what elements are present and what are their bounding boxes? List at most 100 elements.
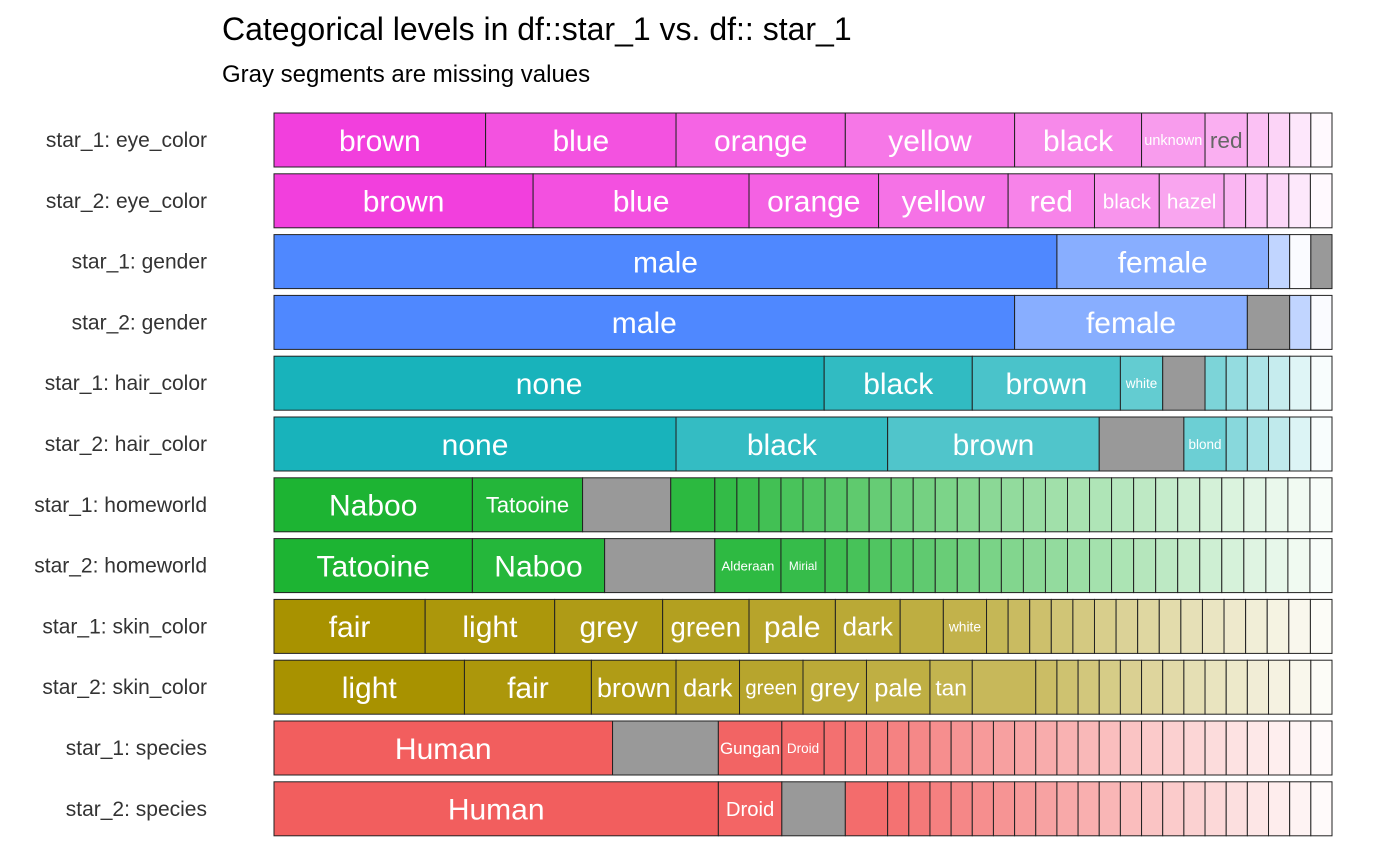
level-segment [1141,659,1164,715]
level-segment [823,355,973,411]
level-segment [908,781,931,837]
row-label: star_1: hair_color [45,372,207,395]
missing-segment [1246,294,1291,350]
level-segment [950,781,973,837]
level-segment [887,720,910,776]
level-segment [934,477,958,533]
level-segment [273,416,677,472]
level-segment [1035,720,1058,776]
level-segment [1119,720,1143,776]
bar-rows: star_1: eye_color brown blue orange yellow bl… [34,112,1333,837]
level-segment [1310,355,1333,411]
level-segment [1022,538,1046,594]
level-segment [971,355,1121,411]
segment-label-yellow: yellow [888,125,972,158]
level-segment [1204,659,1227,715]
level-segment [1093,598,1117,654]
level-segment [1204,781,1227,837]
level-segment [532,173,750,229]
segment-label-green: green [671,611,742,642]
segment-label-light: light [342,672,398,705]
level-segment [675,659,741,715]
level-segment [1098,659,1121,715]
level-segment [1077,781,1100,837]
level-segment [1245,598,1268,654]
segment-label-female: female [1118,246,1208,279]
level-segment [1199,538,1223,594]
segment-label-brown: brown [339,125,421,158]
level-segment [1310,294,1333,350]
level-segment [273,477,473,533]
level-segment [1243,538,1267,594]
segment-label-orange: orange [714,125,807,158]
level-segment [844,781,889,837]
segment-label-fair: fair [329,611,371,644]
segment-label-grey: grey [810,674,860,702]
bar-row-star-2-gender: star_2: gender male female [72,294,1333,350]
level-segment [1035,781,1058,837]
level-segment [971,781,994,837]
level-segment [714,477,738,533]
level-segment [1288,173,1311,229]
level-segment [736,477,760,533]
row-label: star_2: species [66,798,207,821]
level-segment [1177,538,1201,594]
segment-label-human: Human [395,733,492,766]
level-segment [1268,416,1291,472]
level-segment [1119,355,1164,411]
row-label: star_1: eye_color [46,129,207,152]
level-segment [934,538,958,594]
level-segment [1077,720,1100,776]
level-segment [929,720,952,776]
level-segment [463,659,592,715]
level-segment [1158,598,1182,654]
level-segment [485,112,677,168]
level-segment [1268,234,1291,290]
level-segment [986,598,1009,654]
segment-label-unknown: unknown [1144,133,1202,149]
level-segment [748,173,880,229]
level-segment [1243,477,1267,533]
level-segment [1309,538,1333,594]
level-segment [1199,477,1223,533]
level-segment [844,720,867,776]
level-segment [1223,598,1247,654]
row-label: star_2: hair_color [45,433,207,456]
segment-label-brown: brown [597,672,671,703]
row-label: star_2: gender [72,311,207,334]
level-segment [273,234,1058,290]
bar-row-star-1-eye-color: star_1: eye_color brown blue orange yellow bl… [46,112,1333,168]
row-label: star_1: species [66,737,207,760]
level-segment [1265,477,1289,533]
level-segment [1246,112,1270,168]
level-segment [1056,234,1270,290]
level-segment [1266,598,1290,654]
bar-row-star-2-skin-color: star_2: skin_color light fair brown dark gree… [42,659,1333,715]
level-segment [1056,781,1079,837]
level-segment [1204,355,1227,411]
level-segment [1221,538,1245,594]
level-segment [824,538,848,594]
segment-label-orange: orange [767,186,860,219]
bar-row-star-1-gender: star_1: gender male female [72,234,1333,290]
level-segment [1310,720,1333,776]
level-segment [887,781,910,837]
segment-label-red: red [1030,186,1073,219]
bar-row-star-1-species: star_1: species Human Gungan Droid [66,720,1333,776]
level-segment [942,598,988,654]
level-segment [675,112,846,168]
segment-label-pale: pale [764,611,821,644]
level-segment [1162,659,1185,715]
missing-segment [1162,355,1206,411]
level-segment [992,781,1016,837]
level-segment [1098,781,1121,837]
level-segment [1246,355,1270,411]
level-segment [1225,781,1248,837]
level-segment [1289,112,1312,168]
bar-row-star-1-hair-color: star_1: hair_color none black brown white [45,355,1333,411]
level-segment [846,538,870,594]
level-segment [1288,598,1311,654]
level-segment [890,477,914,533]
segment-label-droid: Droid [787,741,819,756]
level-segment [1089,477,1113,533]
